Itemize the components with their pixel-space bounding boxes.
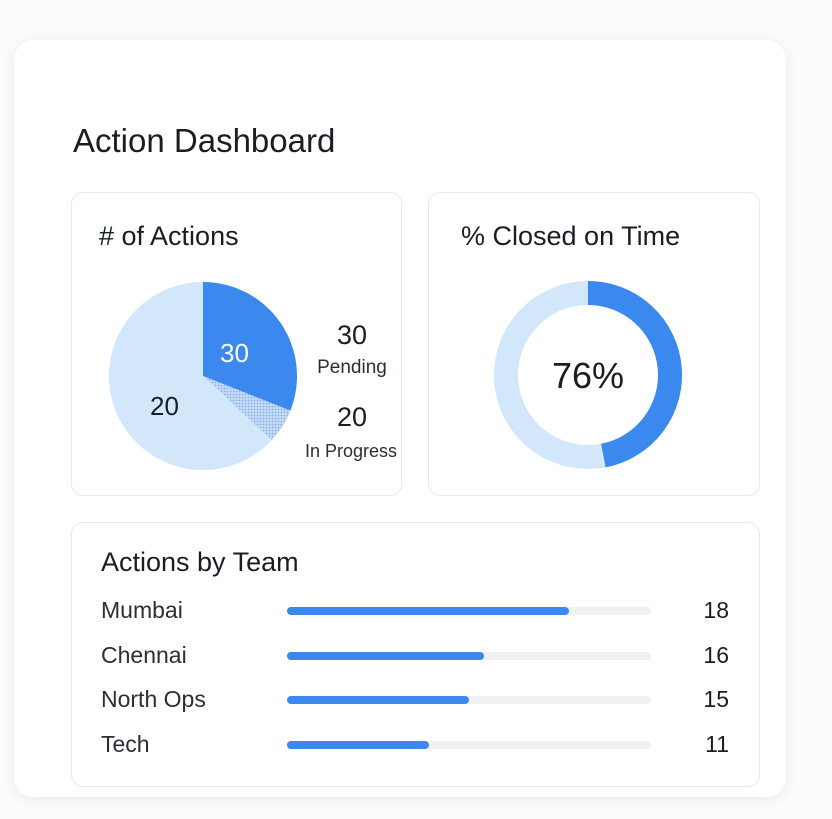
panel-title: # of Actions (99, 221, 239, 251)
team-bar-track (287, 740, 651, 749)
pie-label-pending: 30 (220, 338, 249, 368)
actions-count-panel: # of Actions 30 20 30 Pending 20 In Prog… (71, 192, 402, 496)
team-name: Mumbai (101, 597, 183, 623)
team-bar-fill (287, 651, 484, 660)
team-bar-track (287, 651, 651, 660)
team-name: Tech (101, 730, 150, 757)
actions-pie-chart (108, 282, 297, 470)
page-title: Action Dashboard (73, 122, 336, 159)
pie-label-in-progress: 20 (150, 391, 179, 421)
team-bar-fill (287, 740, 429, 749)
legend-label-pending: Pending (317, 357, 387, 378)
team-bar-fill (287, 607, 570, 615)
team-bar-track (287, 696, 651, 704)
pie-slice-pending (203, 282, 297, 411)
dashboard-card: Action Dashboard # of Actions 30 20 30 P… (14, 40, 786, 797)
team-value: 15 (703, 686, 729, 712)
team-value: 16 (703, 641, 729, 668)
panel-title: Actions by Team (101, 547, 299, 577)
team-bar-fill (287, 696, 469, 704)
team-bar-track (287, 607, 651, 615)
panel-title: % Closed on Time (461, 221, 681, 251)
legend-value-pending: 30 (336, 320, 368, 350)
closed-on-time-panel: % Closed on Time 76% (428, 192, 760, 496)
donut-arc (587, 281, 682, 468)
donut-center-label: 76% (551, 355, 625, 396)
closed-on-time-donut (494, 281, 682, 469)
team-value: 18 (703, 597, 729, 623)
pie-slice-other (203, 376, 291, 441)
legend-value-in-progress: 20 (336, 402, 368, 432)
team-value: 11 (705, 730, 729, 757)
team-name: North Ops (101, 686, 206, 712)
team-name: Chennai (101, 641, 187, 668)
pie-slice-in-progress (108, 282, 272, 470)
actions-by-team-panel: Actions by Team Mumbai 18 Chennai 16 North… (71, 522, 760, 787)
legend-label-in-progress: In Progress (304, 441, 398, 461)
